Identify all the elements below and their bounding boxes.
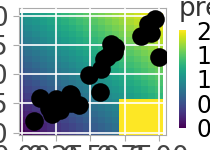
Point xyxy=(111,48,114,51)
Point xyxy=(146,23,150,25)
Point xyxy=(105,56,109,58)
Point xyxy=(50,113,54,115)
Point xyxy=(100,68,103,71)
Point xyxy=(109,43,113,45)
Point xyxy=(102,58,106,60)
Point xyxy=(139,34,143,37)
Point xyxy=(157,56,161,58)
Point xyxy=(70,102,73,105)
Point xyxy=(87,74,91,76)
Point xyxy=(153,18,157,20)
Point xyxy=(112,51,115,53)
Point xyxy=(58,109,62,112)
Point xyxy=(54,105,58,107)
Text: Model
prediction: Model prediction xyxy=(178,0,210,22)
Point xyxy=(54,98,58,100)
Point xyxy=(32,120,36,122)
Point xyxy=(70,94,73,96)
Point xyxy=(68,93,71,95)
Point xyxy=(113,46,117,48)
Point xyxy=(98,90,102,93)
Point xyxy=(78,103,81,106)
Point xyxy=(149,32,152,34)
Point xyxy=(38,96,41,99)
Point xyxy=(47,107,51,109)
